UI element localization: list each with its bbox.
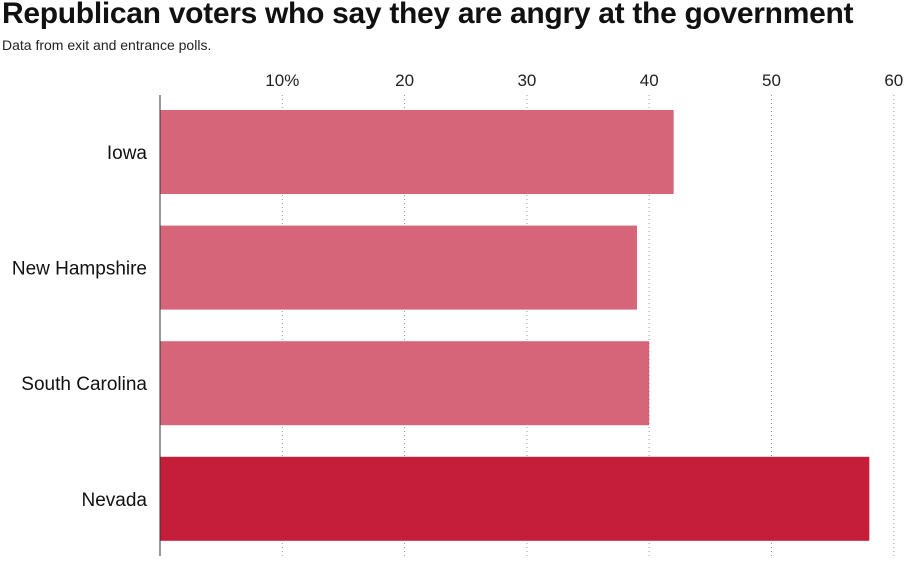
- category-label: Nevada: [82, 490, 148, 511]
- category-label: South Carolina: [21, 374, 147, 395]
- category-label: Iowa: [107, 143, 148, 164]
- x-tick-label: 20: [395, 71, 414, 90]
- axes: 10% 20 30 40 50 60 Iowa New Hampshire South Caro…: [12, 71, 903, 556]
- bar-iowa: [160, 110, 674, 194]
- x-tick-label: 30: [517, 71, 536, 90]
- bars: [160, 110, 870, 541]
- bar-new-hampshire: [160, 225, 637, 310]
- category-label: New Hampshire: [12, 259, 147, 280]
- chart-title: Republican voters who say they are angry…: [2, 0, 854, 30]
- x-tick-label: 40: [640, 71, 659, 90]
- x-tick-label: 60: [884, 71, 903, 90]
- bar-nevada: [160, 456, 870, 541]
- x-tick-label: 50: [762, 71, 781, 90]
- chart-subtitle: Data from exit and entrance polls.: [2, 37, 212, 53]
- bar-south-carolina: [160, 341, 650, 426]
- x-tick-label: 10%: [265, 71, 299, 90]
